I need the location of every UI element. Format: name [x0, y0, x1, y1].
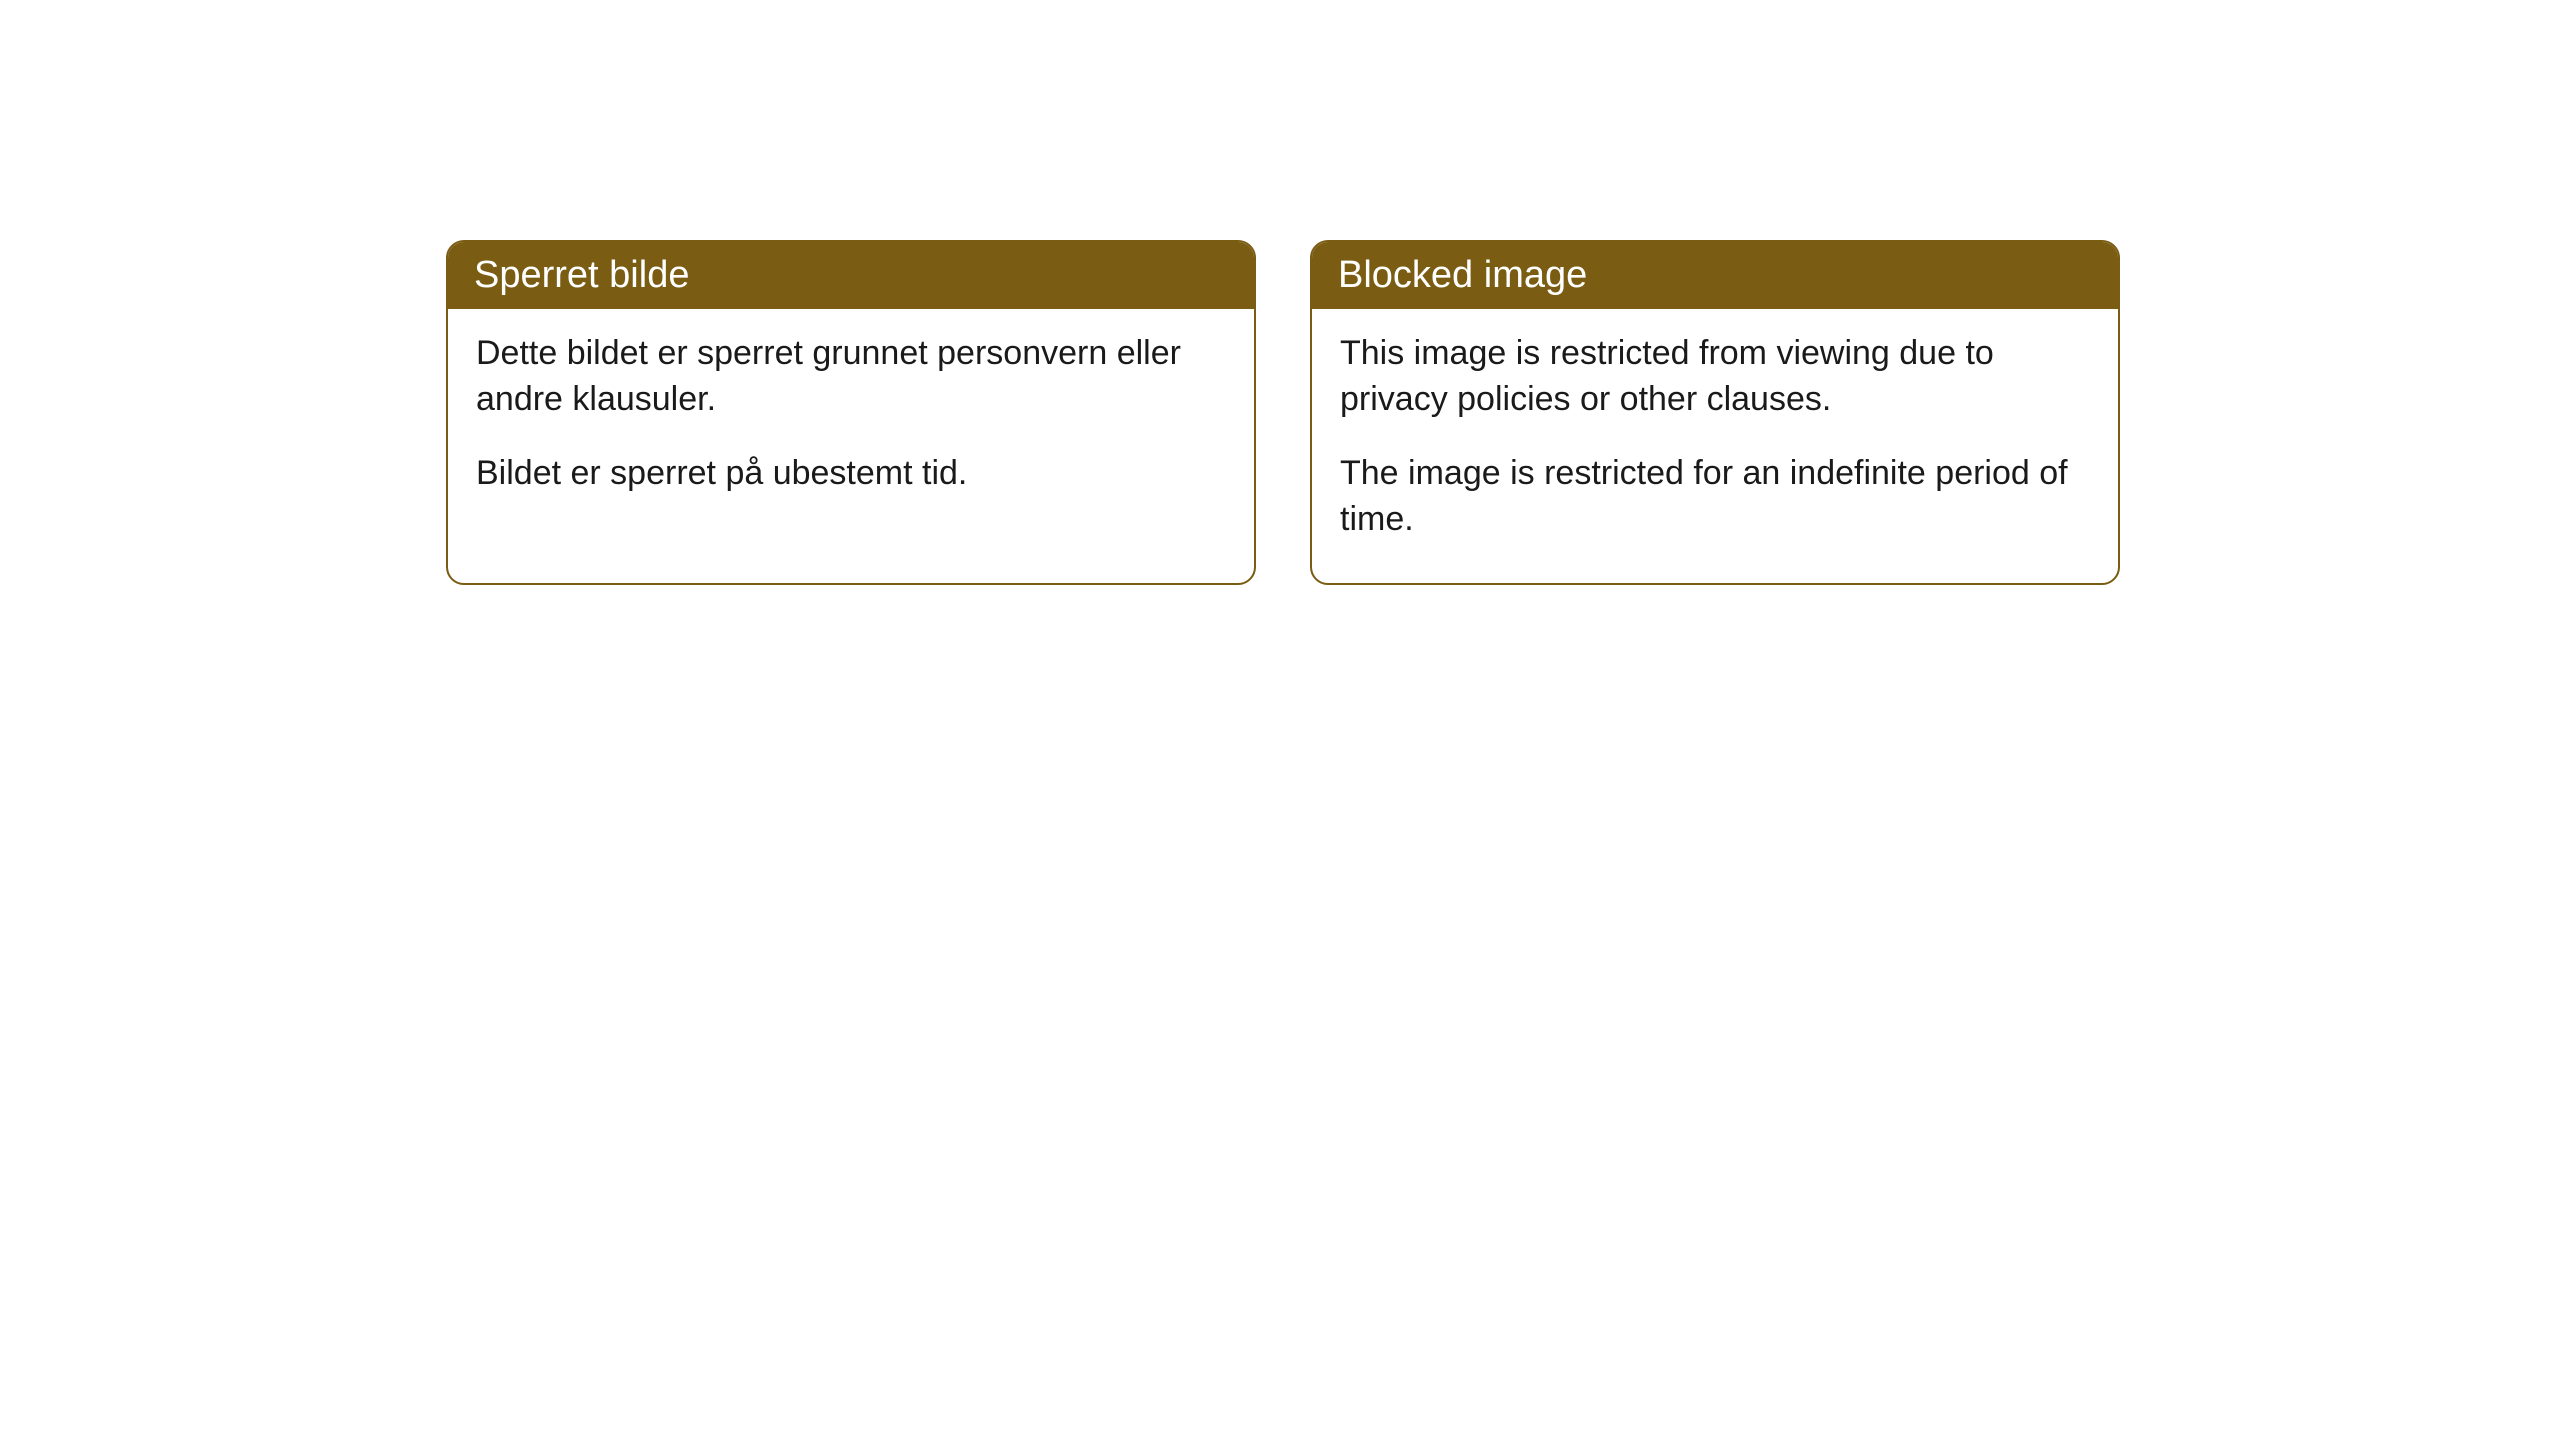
notice-cards-container: Sperret bilde Dette bildet er sperret gr… [0, 0, 2560, 585]
card-header-english: Blocked image [1312, 242, 2118, 309]
card-paragraph: Dette bildet er sperret grunnet personve… [476, 331, 1226, 423]
card-body-norwegian: Dette bildet er sperret grunnet personve… [448, 309, 1254, 537]
card-title: Sperret bilde [474, 254, 689, 296]
card-paragraph: The image is restricted for an indefinit… [1340, 451, 2090, 543]
blocked-image-card-english: Blocked image This image is restricted f… [1310, 240, 2120, 585]
card-paragraph: This image is restricted from viewing du… [1340, 331, 2090, 423]
blocked-image-card-norwegian: Sperret bilde Dette bildet er sperret gr… [446, 240, 1256, 585]
card-header-norwegian: Sperret bilde [448, 242, 1254, 309]
card-body-english: This image is restricted from viewing du… [1312, 309, 2118, 583]
card-title: Blocked image [1338, 254, 1587, 296]
card-paragraph: Bildet er sperret på ubestemt tid. [476, 451, 1226, 497]
